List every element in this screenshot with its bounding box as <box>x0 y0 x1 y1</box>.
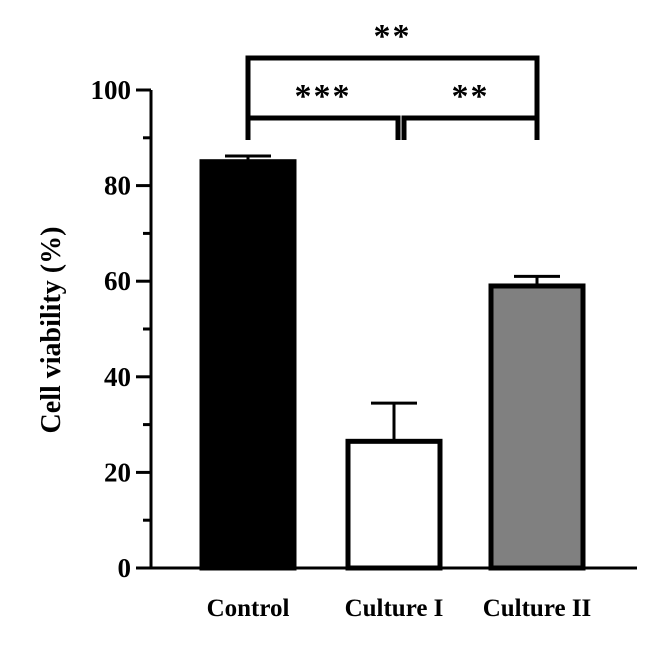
bar-1 <box>345 438 443 571</box>
x-tick-label: Culture II <box>483 595 592 622</box>
y-tick-label: 80 <box>104 171 131 201</box>
significance-label: ** <box>374 18 412 55</box>
y-tick-label: 40 <box>104 362 131 392</box>
bar-2 <box>488 283 586 571</box>
labels: 0 20 40 60 80 100 Control Culture I Culture II Ce… <box>36 18 591 622</box>
x-tick-label: Culture I <box>345 595 444 622</box>
significance-bracket <box>245 55 540 140</box>
significance-bracket <box>401 115 540 140</box>
significance-label: *** <box>295 78 352 115</box>
bar-0 <box>199 159 297 571</box>
y-tick-label: 60 <box>104 266 131 296</box>
significance-brackets <box>245 55 540 140</box>
y-tick-label: 0 <box>118 553 132 583</box>
y-axis-title: Cell viability (%) <box>36 227 67 434</box>
y-tick-label: 20 <box>104 457 131 487</box>
error-bars <box>225 154 560 442</box>
significance-label: ** <box>452 78 490 115</box>
y-tick-label: 100 <box>91 75 132 105</box>
x-tick-label: Control <box>207 595 290 622</box>
bars <box>199 159 586 571</box>
significance-bracket <box>245 115 401 140</box>
